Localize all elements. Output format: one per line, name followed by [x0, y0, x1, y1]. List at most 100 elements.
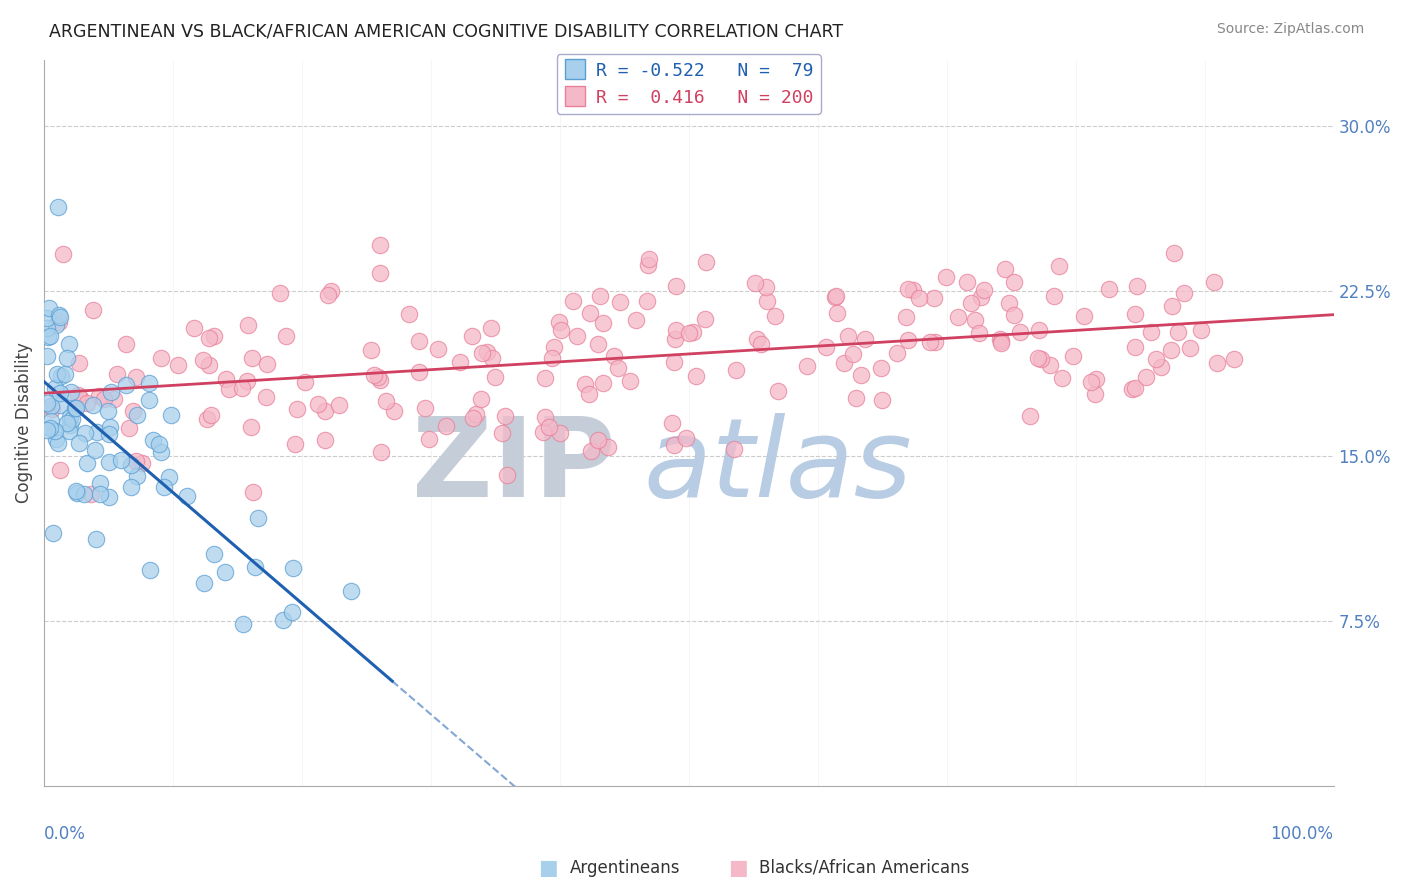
- Point: [682, 325, 704, 339]
- Point: [998, 296, 1021, 310]
- Text: atlas: atlas: [644, 413, 912, 520]
- Point: [624, 313, 647, 327]
- Point: [316, 288, 339, 302]
- Point: [76, 456, 98, 470]
- Point: [214, 565, 236, 579]
- Point: [579, 444, 602, 458]
- Text: Argentineans: Argentineans: [569, 859, 681, 877]
- Point: [142, 433, 165, 447]
- Point: [849, 368, 872, 382]
- Point: [120, 458, 142, 472]
- Point: [193, 352, 215, 367]
- Point: [1047, 260, 1070, 274]
- Point: [59, 409, 82, 424]
- Point: [314, 404, 336, 418]
- Point: [240, 351, 263, 365]
- Point: [59, 384, 82, 399]
- Point: [959, 296, 981, 310]
- Point: [598, 440, 620, 454]
- Point: [236, 318, 259, 333]
- Point: [49, 398, 72, 412]
- Point: [256, 357, 278, 371]
- Point: [1028, 323, 1050, 337]
- Point: [198, 358, 221, 372]
- Point: [465, 407, 488, 421]
- Point: [562, 294, 585, 309]
- Point: [534, 371, 557, 385]
- Point: [548, 314, 571, 328]
- Point: [276, 328, 298, 343]
- Point: [55, 416, 77, 430]
- Point: [127, 469, 149, 483]
- Point: [607, 361, 630, 376]
- Point: [484, 370, 506, 384]
- Point: [80, 487, 103, 501]
- Point: [886, 346, 908, 360]
- Point: [242, 485, 264, 500]
- Point: [157, 470, 180, 484]
- Point: [1202, 275, 1225, 289]
- Point: [48, 386, 70, 401]
- Point: [97, 455, 120, 469]
- Point: [586, 433, 609, 447]
- Point: [84, 532, 107, 546]
- Point: [307, 397, 329, 411]
- Point: [664, 354, 686, 368]
- Point: [269, 285, 291, 300]
- Point: [285, 402, 308, 417]
- Point: [1123, 381, 1146, 395]
- Point: [1085, 372, 1108, 386]
- Point: [956, 275, 979, 289]
- Point: [38, 301, 60, 315]
- Point: [240, 419, 263, 434]
- Point: [37, 349, 59, 363]
- Text: ARGENTINEAN VS BLACK/AFRICAN AMERICAN COGNITIVE DISABILITY CORRELATION CHART: ARGENTINEAN VS BLACK/AFRICAN AMERICAN CO…: [49, 22, 844, 40]
- Point: [695, 255, 717, 269]
- Point: [870, 360, 893, 375]
- Point: [494, 409, 516, 423]
- Point: [35, 423, 58, 437]
- Point: [100, 384, 122, 399]
- Point: [413, 401, 436, 416]
- Point: [548, 426, 571, 441]
- Point: [426, 343, 449, 357]
- Point: [66, 486, 89, 500]
- Point: [589, 289, 612, 303]
- Point: [398, 307, 420, 321]
- Point: [115, 378, 138, 392]
- Point: [749, 337, 772, 351]
- Point: [49, 369, 72, 384]
- Point: [592, 376, 614, 390]
- Point: [97, 426, 120, 441]
- Point: [723, 442, 745, 456]
- Point: [176, 489, 198, 503]
- Point: [924, 291, 946, 305]
- Point: [46, 200, 69, 214]
- Point: [408, 365, 430, 379]
- Point: [825, 288, 848, 302]
- Point: [491, 425, 513, 440]
- Point: [894, 310, 917, 324]
- Point: [1031, 351, 1053, 366]
- Point: [946, 310, 969, 324]
- Point: [271, 613, 294, 627]
- Point: [281, 605, 304, 619]
- Point: [1002, 275, 1025, 289]
- Point: [538, 419, 561, 434]
- Point: [65, 484, 87, 499]
- Point: [84, 443, 107, 458]
- Point: [796, 359, 818, 373]
- Point: [1062, 349, 1084, 363]
- Point: [183, 320, 205, 334]
- Point: [200, 408, 222, 422]
- Point: [44, 381, 66, 395]
- Point: [48, 316, 70, 330]
- Point: [120, 480, 142, 494]
- Point: [67, 356, 90, 370]
- Point: [897, 282, 920, 296]
- Point: [1167, 325, 1189, 339]
- Point: [418, 432, 440, 446]
- Point: [87, 389, 110, 403]
- Point: [59, 417, 82, 432]
- Point: [202, 547, 225, 561]
